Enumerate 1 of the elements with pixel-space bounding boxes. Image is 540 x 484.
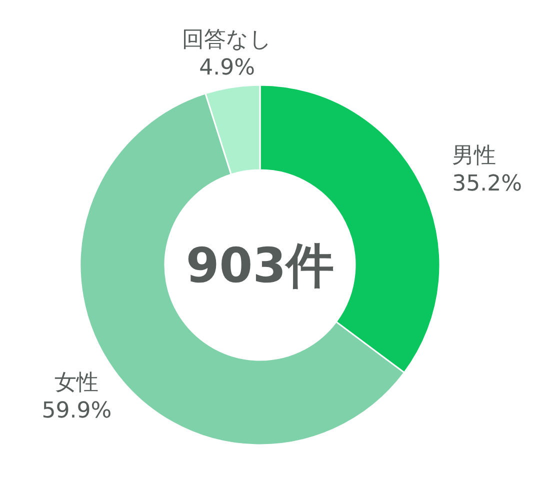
text: 903件	[186, 238, 334, 294]
